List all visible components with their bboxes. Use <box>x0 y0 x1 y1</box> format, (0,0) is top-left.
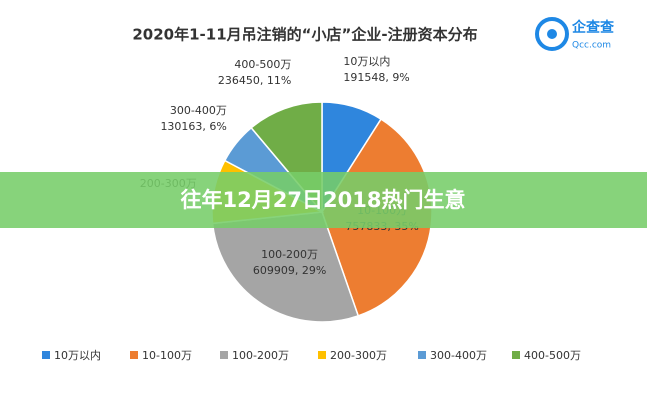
logo-name: 企查查 <box>571 19 615 36</box>
legend-label: 10-100万 <box>142 349 192 362</box>
legend-label: 300-400万 <box>430 349 487 362</box>
legend-label: 400-500万 <box>524 349 581 362</box>
logo-icon <box>535 17 569 51</box>
logo-site: Qcc.com <box>572 41 611 51</box>
legend-swatch <box>220 351 228 359</box>
legend-swatch <box>512 351 520 359</box>
banner-text: 往年12月27日2018热门生意 <box>181 188 466 212</box>
legend-swatch <box>130 351 138 359</box>
slice-category-label: 100-200万 <box>261 248 318 261</box>
legend-label: 100-200万 <box>232 349 289 362</box>
legend: 10万以内 10-100万 100-200万 200-300万 300-400万 400-… <box>42 348 581 362</box>
legend-label: 200-300万 <box>330 349 387 362</box>
slice-category-label: 10万以内 <box>343 54 390 68</box>
logo-dot <box>547 29 557 39</box>
slice-value-label: 236450, 11% <box>218 74 291 87</box>
slice-category-label: 300-400万 <box>170 104 227 117</box>
chart-title: 2020年1-11月吊注销的“小店”企业-注册资本分布 <box>132 26 477 44</box>
slice-category-label: 400-500万 <box>234 58 291 71</box>
legend-swatch <box>318 351 326 359</box>
pie-slice <box>211 211 360 323</box>
legend-swatch <box>42 351 50 359</box>
legend-label: 10万以内 <box>54 348 101 362</box>
banner-band <box>0 172 647 228</box>
logo: 企查查 Qcc.com <box>535 17 615 51</box>
slice-value-label: 609909, 29% <box>253 264 326 277</box>
slice-value-label: 130163, 6% <box>160 120 226 133</box>
legend-swatch <box>418 351 426 359</box>
slice-value-label: 191548, 9% <box>343 71 409 84</box>
